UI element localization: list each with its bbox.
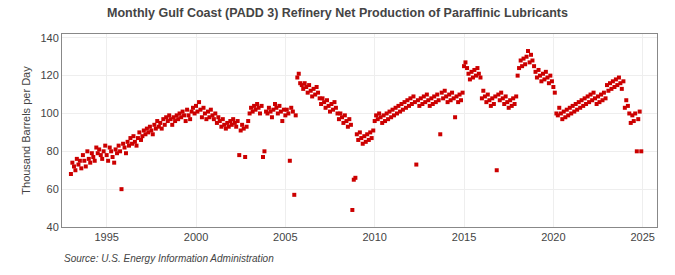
svg-text:1995: 1995 <box>94 231 118 243</box>
svg-text:2010: 2010 <box>362 231 386 243</box>
svg-text:2015: 2015 <box>452 231 476 243</box>
svg-text:Thousand Barrels per Day: Thousand Barrels per Day <box>20 66 32 195</box>
svg-text:40: 40 <box>47 221 59 233</box>
svg-text:2025: 2025 <box>630 231 654 243</box>
svg-text:Monthly Gulf Coast (PADD 3) Re: Monthly Gulf Coast (PADD 3) Refinery Net… <box>107 6 568 20</box>
svg-text:2000: 2000 <box>184 231 208 243</box>
svg-text:2020: 2020 <box>541 231 565 243</box>
svg-text:140: 140 <box>40 32 58 44</box>
svg-text:120: 120 <box>40 69 58 81</box>
svg-text:80: 80 <box>47 145 59 157</box>
svg-text:2005: 2005 <box>273 231 297 243</box>
svg-text:60: 60 <box>47 183 59 195</box>
svg-text:100: 100 <box>40 107 58 119</box>
svg-text:Source: U.S. Energy Informatio: Source: U.S. Energy Information Administ… <box>64 253 274 264</box>
